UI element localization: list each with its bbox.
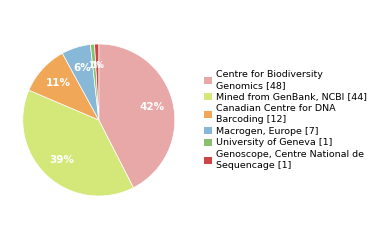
Wedge shape [62,44,99,120]
Text: 39%: 39% [49,155,74,165]
Text: 1%: 1% [91,61,104,70]
Text: 1%: 1% [88,61,101,70]
Legend: Centre for Biodiversity
Genomics [48], Mined from GenBank, NCBI [44], Canadian C: Centre for Biodiversity Genomics [48], M… [202,68,369,172]
Text: 11%: 11% [46,78,71,88]
Text: 42%: 42% [139,102,165,112]
Wedge shape [90,44,99,120]
Wedge shape [23,90,133,196]
Wedge shape [95,44,99,120]
Wedge shape [29,53,99,120]
Text: 6%: 6% [73,63,91,73]
Wedge shape [99,44,175,188]
